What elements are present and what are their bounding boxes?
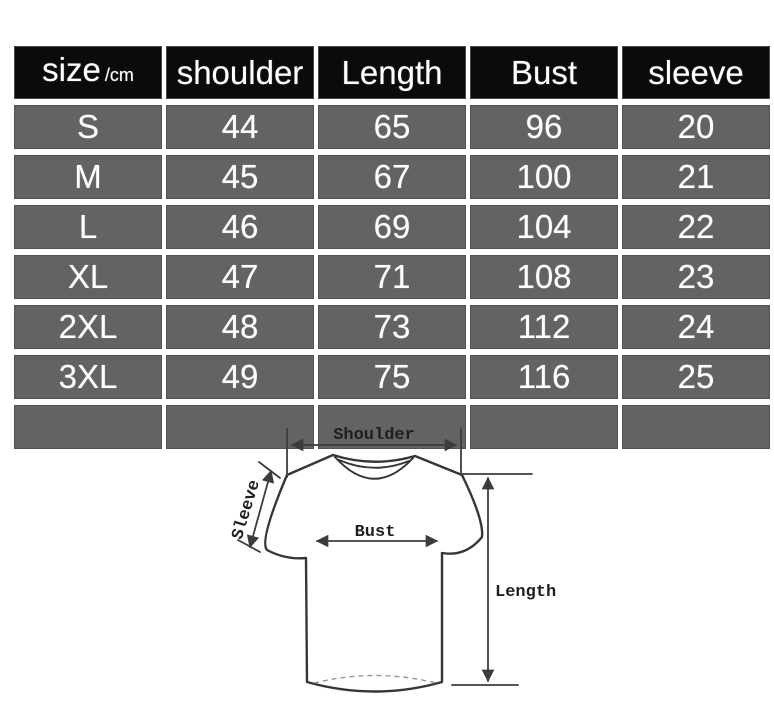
header-cell-length: Length xyxy=(318,46,466,99)
bust-cell: 96 xyxy=(470,105,618,149)
bust-cell: 100 xyxy=(470,155,618,199)
table-row-l: L 46 69 104 22 xyxy=(14,205,770,249)
shoulder-label: Shoulder xyxy=(333,426,415,445)
bust-cell: 108 xyxy=(470,255,618,299)
collar-band-line xyxy=(338,459,410,469)
tshirt-outline xyxy=(264,453,484,693)
size-cell: 2XL xyxy=(14,305,162,349)
sleeve-cell: 22 xyxy=(622,205,770,249)
table-row-3xl: 3XL 49 75 116 25 xyxy=(14,355,770,399)
header-cell-size: size/cm xyxy=(14,46,162,99)
shoulder-cell: 45 xyxy=(166,155,314,199)
sleeve-measure-arrow xyxy=(246,469,275,549)
length-cell: 73 xyxy=(318,305,466,349)
length-cell: 71 xyxy=(318,255,466,299)
shoulder-cell: 48 xyxy=(166,305,314,349)
length-cell: 67 xyxy=(318,155,466,199)
table-row-m: M 45 67 100 21 xyxy=(14,155,770,199)
header-cell-sleeve: sleeve xyxy=(622,46,770,99)
sleeve-cell: 20 xyxy=(622,105,770,149)
size-cell: M xyxy=(14,155,162,199)
size-header-label: size xyxy=(42,51,101,88)
size-table: size/cm shoulder Length Bust sleeve S 44… xyxy=(10,40,774,455)
bust-label: Bust xyxy=(355,523,396,542)
size-cell: 3XL xyxy=(14,355,162,399)
header-cell-bust: Bust xyxy=(470,46,618,99)
empty-cell xyxy=(470,405,618,449)
length-cell: 65 xyxy=(318,105,466,149)
empty-cell xyxy=(166,405,314,449)
size-cell: XL xyxy=(14,255,162,299)
bust-cell: 116 xyxy=(470,355,618,399)
table-row-2xl: 2XL 48 73 112 24 xyxy=(14,305,770,349)
header-row: size/cm shoulder Length Bust sleeve xyxy=(14,46,770,99)
sleeve-bottom-tick xyxy=(237,539,261,553)
shoulder-cell: 47 xyxy=(166,255,314,299)
sleeve-cell: 25 xyxy=(622,355,770,399)
bust-cell: 112 xyxy=(470,305,618,349)
collar-front-line xyxy=(334,456,414,480)
bust-cell: 104 xyxy=(470,205,618,249)
length-cell: 75 xyxy=(318,355,466,399)
sleeve-cell: 23 xyxy=(622,255,770,299)
shoulder-cell: 44 xyxy=(166,105,314,149)
size-cell: S xyxy=(14,105,162,149)
shoulder-cell: 49 xyxy=(166,355,314,399)
tshirt-measurement-diagram: Shoulder Sleeve Bust Length xyxy=(229,426,556,693)
sleeve-cell: 21 xyxy=(622,155,770,199)
unit-label: /cm xyxy=(104,65,134,85)
shoulder-cell: 46 xyxy=(166,205,314,249)
length-label: Length xyxy=(495,583,556,602)
table-row-s: S 44 65 96 20 xyxy=(14,105,770,149)
hem-back-line xyxy=(313,674,437,684)
sleeve-cell: 24 xyxy=(622,305,770,349)
empty-cell xyxy=(14,405,162,449)
length-cell: 69 xyxy=(318,205,466,249)
size-cell: L xyxy=(14,205,162,249)
table-row-xl: XL 47 71 108 23 xyxy=(14,255,770,299)
empty-cell xyxy=(622,405,770,449)
header-cell-shoulder: shoulder xyxy=(166,46,314,99)
